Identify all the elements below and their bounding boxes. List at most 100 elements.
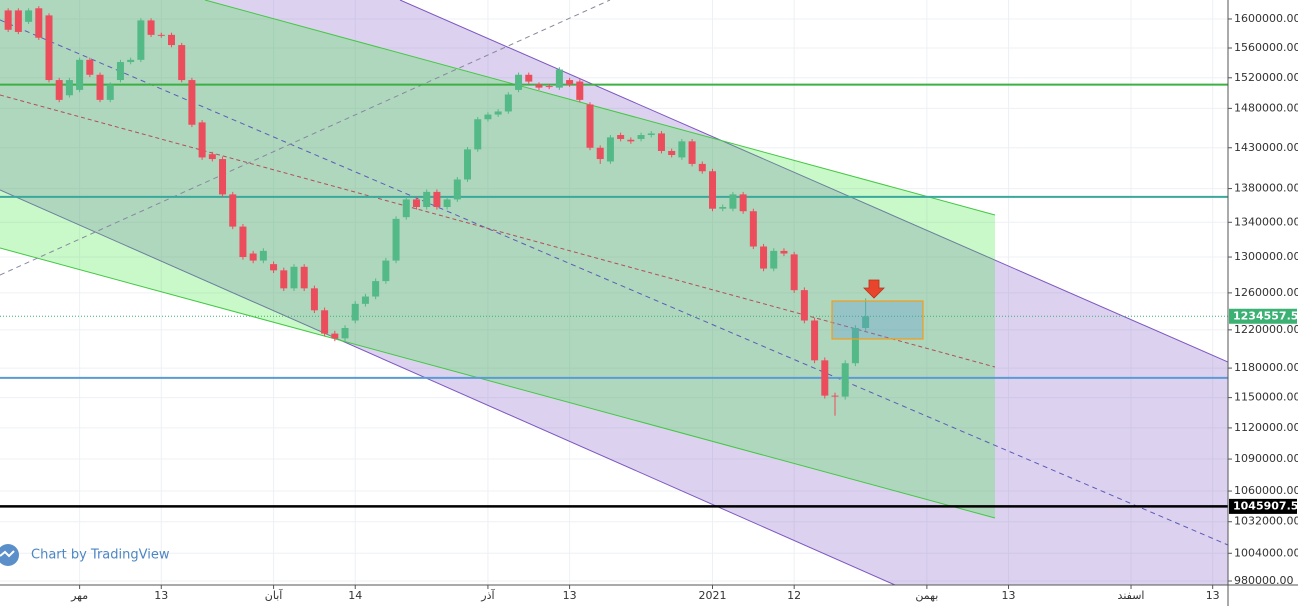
candle-body bbox=[331, 333, 339, 339]
candle-body bbox=[862, 316, 870, 328]
candle-body bbox=[361, 296, 369, 304]
grid bbox=[0, 0, 1228, 585]
candle-body bbox=[586, 104, 594, 148]
candle-body bbox=[229, 194, 237, 227]
highlight-box bbox=[831, 300, 924, 340]
trend-line bbox=[0, 0, 611, 276]
y-tick-label: 1090000.00 bbox=[1234, 452, 1298, 465]
y-tick-label: 1004000.00 bbox=[1234, 546, 1298, 559]
y-tick-label: 1180000.00 bbox=[1234, 361, 1298, 374]
watermark[interactable]: Chart by TradingView bbox=[0, 544, 170, 566]
x-tick-label: 14 bbox=[348, 589, 362, 602]
candle-body bbox=[382, 260, 390, 282]
y-tick-label: 1032000.00 bbox=[1234, 515, 1298, 528]
candle-body bbox=[453, 179, 461, 200]
price-label-box bbox=[1229, 498, 1297, 514]
candle-body bbox=[657, 133, 665, 151]
candle-body bbox=[770, 250, 778, 269]
y-tick-label: 1120000.00 bbox=[1234, 421, 1298, 434]
candle-body bbox=[535, 84, 543, 88]
candle-body bbox=[790, 254, 798, 291]
candle-body bbox=[300, 266, 308, 289]
candle-body bbox=[739, 194, 747, 212]
candle-body bbox=[157, 34, 165, 36]
candle-body bbox=[35, 8, 43, 38]
candle-body bbox=[627, 139, 635, 142]
trend-line bbox=[0, 94, 996, 368]
candles bbox=[4, 6, 870, 416]
candle-body bbox=[198, 122, 206, 158]
candle-body bbox=[464, 149, 472, 180]
y-tick-label: 1300000.00 bbox=[1234, 250, 1298, 263]
levels bbox=[0, 83, 1228, 508]
candle-body bbox=[474, 119, 482, 150]
price-label: 1045907.57 bbox=[1233, 499, 1298, 512]
axes: 1600000.00 1560000.00 1520000.00 1480000.00… bbox=[70, 12, 1298, 602]
candle-body bbox=[494, 111, 502, 115]
candle-body bbox=[127, 59, 135, 63]
candle-body bbox=[178, 45, 186, 81]
y-tick-label: 1600000.00 bbox=[1234, 12, 1298, 25]
candle-body bbox=[147, 20, 155, 35]
candle-body bbox=[617, 135, 625, 139]
candle-body bbox=[249, 253, 257, 261]
candle-body bbox=[290, 266, 298, 289]
candle-body bbox=[433, 191, 441, 207]
candle-body bbox=[45, 15, 53, 81]
candle-body bbox=[392, 218, 400, 261]
channel-edge bbox=[0, 247, 996, 519]
x-tick-label: 2021 bbox=[699, 589, 727, 602]
candle-body bbox=[484, 114, 492, 120]
y-tick-label: 1260000.00 bbox=[1234, 286, 1298, 299]
channel-edge bbox=[0, 189, 896, 585]
candle-body bbox=[811, 320, 819, 361]
drawings bbox=[0, 0, 1228, 585]
candle-body bbox=[749, 211, 757, 247]
annotations bbox=[831, 279, 924, 340]
candle-body bbox=[321, 310, 329, 334]
price-label-box bbox=[1229, 308, 1297, 324]
candle-body bbox=[851, 327, 859, 364]
channel-edge bbox=[399, 0, 1228, 363]
candle-body bbox=[831, 395, 839, 397]
candle-body bbox=[76, 59, 84, 90]
candle-body bbox=[372, 281, 380, 297]
arrow-down bbox=[863, 279, 885, 299]
y-tick-label: 1380000.00 bbox=[1234, 182, 1298, 195]
candle-body bbox=[821, 360, 829, 396]
candle-body bbox=[239, 226, 247, 258]
candle-body bbox=[729, 194, 737, 209]
candle-body bbox=[106, 84, 114, 100]
x-tick-label: بهمن bbox=[915, 589, 938, 602]
candle-body bbox=[719, 206, 727, 209]
candle-body bbox=[504, 94, 512, 112]
y-tick-label: 1560000.00 bbox=[1234, 41, 1298, 54]
candle-body bbox=[341, 327, 349, 339]
candle-body bbox=[668, 150, 676, 156]
candle-body bbox=[167, 34, 175, 46]
candle-body bbox=[443, 199, 451, 207]
x-tick-label: 13 bbox=[563, 589, 577, 602]
price-label: 1234557.50 bbox=[1233, 309, 1298, 322]
candle-body bbox=[96, 74, 104, 100]
watermark-text[interactable]: Chart by TradingView bbox=[31, 548, 170, 563]
y-tick-label: 1060000.00 bbox=[1234, 484, 1298, 497]
watermark-logo bbox=[0, 550, 15, 558]
x-tick-label: 13 bbox=[1206, 589, 1220, 602]
y-tick-label: 1430000.00 bbox=[1234, 141, 1298, 154]
candle-body bbox=[412, 199, 420, 207]
candle-body bbox=[576, 81, 584, 100]
x-tick-label: مهر bbox=[70, 589, 88, 602]
candle-body bbox=[351, 303, 359, 321]
x-tick-label: آبان bbox=[265, 588, 283, 602]
y-tick-label: 1150000.00 bbox=[1234, 391, 1298, 404]
candle-body bbox=[188, 80, 196, 125]
candle-body bbox=[525, 74, 533, 82]
x-tick-label: اسفند bbox=[1118, 589, 1145, 602]
candle-body bbox=[606, 137, 614, 162]
candle-body bbox=[545, 86, 553, 88]
candle-body bbox=[709, 171, 717, 209]
candle-body bbox=[65, 80, 73, 96]
